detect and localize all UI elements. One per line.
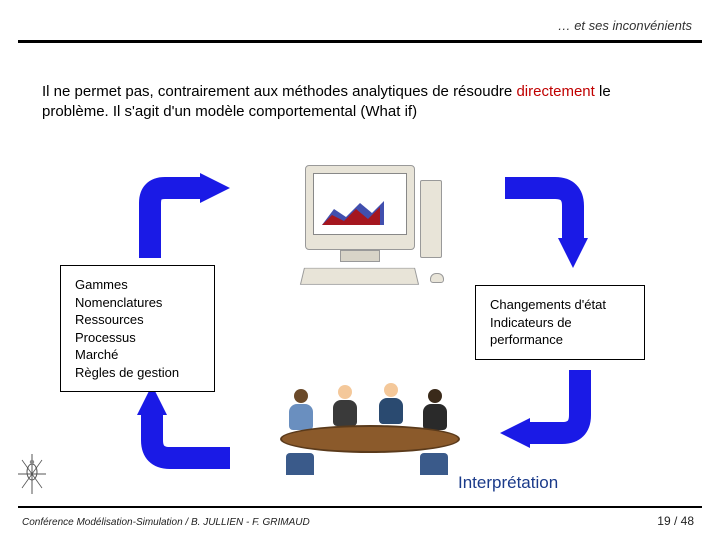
input-line: Marché [75, 346, 200, 364]
output-line: Indicateurs de performance [490, 314, 630, 349]
monitor-body [305, 165, 415, 250]
header-rule [18, 40, 702, 43]
person-icon [378, 383, 404, 424]
keyboard-icon [300, 268, 419, 285]
output-line: Changements d'état [490, 296, 630, 314]
person-icon [422, 389, 448, 430]
chair-icon [420, 453, 448, 475]
input-line: Ressources [75, 311, 200, 329]
monitor-stand [340, 250, 380, 262]
table-icon [280, 425, 460, 453]
input-line: Processus [75, 329, 200, 347]
cpu-tower [420, 180, 442, 258]
page-current: 19 [657, 514, 670, 528]
footer-text: Conférence Modélisation-Simulation / B. … [22, 517, 310, 528]
slide-subtitle: … et ses inconvénients [558, 18, 692, 33]
chair-icon [286, 453, 314, 475]
page-number: 19 / 48 [657, 514, 694, 528]
monitor-screen [313, 173, 407, 235]
page-total: 48 [681, 514, 694, 528]
arrow-model-to-output [495, 173, 605, 273]
person-icon [288, 389, 314, 430]
highlighted-word: directement [516, 83, 594, 100]
meeting-icon [260, 375, 480, 475]
interpretation-label: Interprétation [458, 473, 558, 493]
footer-rule [18, 506, 702, 508]
output-box: Changements d'état Indicateurs de perfor… [475, 285, 645, 360]
input-line: Nomenclatures [75, 294, 200, 312]
body-text-before: Il ne permet pas, contrairement aux méth… [42, 83, 516, 100]
body-paragraph: Il ne permet pas, contrairement aux méth… [42, 82, 678, 123]
arrow-input-to-model [130, 173, 240, 263]
arrow-interpretation-to-input [130, 380, 250, 480]
institution-logo-icon [14, 452, 50, 496]
screen-chart-icon [320, 199, 400, 227]
mouse-icon [430, 273, 444, 283]
input-line: Règles de gestion [75, 364, 200, 382]
arrow-output-to-interpretation [490, 365, 610, 455]
cycle-diagram: Gammes Nomenclatures Ressources Processu… [0, 155, 720, 495]
input-box: Gammes Nomenclatures Ressources Processu… [60, 265, 215, 392]
input-line: Gammes [75, 276, 200, 294]
computer-icon [280, 165, 450, 295]
page-sep: / [671, 514, 681, 528]
person-icon [332, 385, 358, 426]
